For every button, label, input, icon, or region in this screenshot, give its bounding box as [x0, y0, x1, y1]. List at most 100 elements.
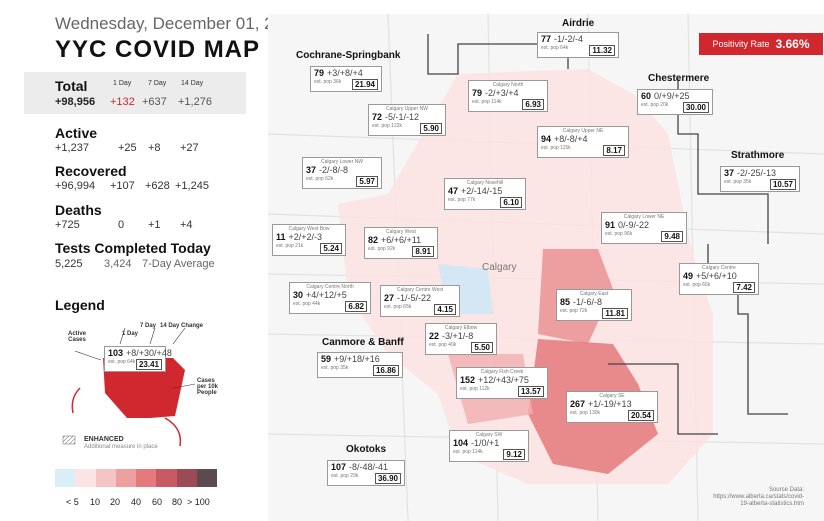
region-card-cochrane[interactable]: 79 +3/+8/+4 est. pop 36k 21.94 [310, 66, 382, 92]
region-card-calgary-nosehill[interactable]: Calgary Nosehill 47 +2/-14/-15 est. pop 7… [444, 178, 526, 210]
region-card-airdrie[interactable]: 77 -1/-2/-4 est. pop 64k 11.32 [537, 32, 619, 58]
region-delta: 0/+9/+25 [654, 91, 690, 101]
tests-label: Tests Completed Today [55, 240, 211, 256]
active-14day: +27 [180, 142, 199, 154]
cochrane-title: Cochrane-Springbank [296, 50, 401, 61]
active-7day: +8 [148, 142, 161, 154]
legend-sample-active: 103 [108, 348, 124, 358]
region-rate: 8.17 [603, 145, 625, 156]
region-rate: 11.81 [602, 308, 628, 319]
total-value: +98,956 [55, 96, 96, 108]
region-card-calgary-upper-ne[interactable]: Calgary Upper NE 94 +8/-8/+4 est. pop 115… [537, 126, 629, 158]
region-card-okotoks[interactable]: 107 -8/-48/-41 est. pop 29k 36.90 [327, 460, 405, 486]
region-card-calgary-lower-nw[interactable]: Calgary Lower NW 37 -2/-8/-8 est. pop 62k… [302, 157, 382, 189]
legend-title: Legend [55, 297, 105, 313]
scale-label: 20 [110, 497, 121, 507]
legend-14day: 14 Day Change [160, 323, 204, 329]
scale-swatch [176, 469, 197, 487]
region-delta: +4/+12/+5 [306, 290, 347, 300]
region-delta: +9/+18/+16 [334, 354, 380, 364]
region-active: 94 [541, 134, 552, 144]
okotoks-title: Okotoks [346, 444, 387, 455]
region-rate: 9.48 [661, 231, 683, 242]
region-active: 79 [472, 88, 483, 98]
canmore-title: Canmore & Banff [322, 337, 404, 348]
region-card-calgary-west[interactable]: Calgary West 82 +6/+6/+11 est. pop 92k 8.9… [364, 227, 438, 259]
region-rate: 16.86 [372, 365, 399, 376]
recovered-7day: +628 [145, 180, 170, 192]
region-active: 60 [641, 91, 652, 101]
region-delta: +2/-14/-15 [461, 186, 503, 196]
source-note: Source Data: https://www.alberta.ca/stat… [713, 487, 804, 507]
legend-sample-delta: +8/+30/+48 [126, 348, 172, 358]
legend-sample-card: 103 +8/+30/+48 est. pop 64k 23.41 [104, 346, 172, 372]
region-name: Calgary Centre North [306, 284, 354, 290]
scale-label: 60 [152, 497, 163, 507]
region-active: 49 [683, 271, 694, 281]
region-active: 107 [331, 462, 347, 472]
region-card-chestermere[interactable]: 60 0/+9/+25 est. pop 20k 30.00 [637, 89, 713, 115]
tests-avg-label: 7-Day Average [142, 258, 215, 270]
region-delta: -2/-8/-8 [319, 165, 349, 175]
region-card-calgary-north[interactable]: Calgary North 79 -2/+3/+4 est. pop 114k 6.… [468, 80, 548, 112]
deaths-14day: +4 [180, 219, 193, 231]
region-active: 152 [460, 375, 476, 385]
total-14day: +1,276 [178, 96, 212, 108]
page-title: YYC COVID MAP [55, 36, 261, 63]
col-14day: 14 Day [181, 80, 204, 87]
scale-swatch [55, 469, 76, 487]
region-card-calgary-centre[interactable]: Calgary Centre 49 +5/+6/+10 est. pop 66k 7… [679, 263, 759, 295]
region-active: 37 [724, 168, 735, 178]
region-rate: 9.12 [503, 449, 525, 460]
region-pop: est. pop 130k [570, 410, 601, 416]
region-active: 104 [453, 438, 469, 448]
region-name: Calgary North [492, 82, 524, 88]
region-name: Calgary West Bow [288, 226, 330, 232]
positivity-value: 3.66% [775, 37, 810, 51]
active-1day: +25 [118, 142, 137, 154]
region-active: 85 [560, 297, 571, 307]
region-active: 91 [605, 220, 616, 230]
legend-cases-per: Cases per 10k People [197, 378, 219, 396]
legend-sample-rate: 23.41 [135, 359, 162, 370]
date-label: Wednesday, December 01, 2021 [55, 14, 302, 33]
region-name: Calgary East [579, 291, 609, 297]
region-card-calgary-centre-west[interactable]: Calgary Centre West 27 -1/-5/-22 est. pop… [380, 285, 460, 317]
region-card-calgary-fish-creek[interactable]: Calgary Fish Creek 152 +12/+43/+75 est. p… [456, 367, 548, 399]
calgary-map-label: Calgary [482, 262, 517, 273]
col-1day: 1 Day [113, 80, 132, 87]
region-card-calgary-west-bow[interactable]: Calgary West Bow 11 +2/+2/-3 est. pop 21k… [272, 224, 346, 256]
deaths-label: Deaths [55, 202, 102, 218]
region-pop: est. pop 20k [641, 102, 669, 108]
region-name: Calgary Nosehill [466, 180, 504, 186]
region-card-canmore[interactable]: 59 +9/+18/+16 est. pop 35k 16.86 [317, 352, 403, 378]
region-rate: 6.93 [522, 99, 544, 110]
region-delta: -3/+1/-8 [442, 331, 474, 341]
recovered-value: +96,994 [55, 180, 96, 192]
region-rate: 11.32 [589, 45, 615, 56]
region-card-calgary-se[interactable]: Calgary SE 267 +1/-19/+13 est. pop 130k 20… [566, 391, 658, 423]
recovered-1day: +107 [110, 180, 135, 192]
region-active: 37 [306, 165, 317, 175]
region-card-calgary-upper-nw[interactable]: Calgary Upper NW 72 -5/-1/-12 est. pop 12… [368, 104, 446, 136]
region-delta: +2/+2/-3 [288, 232, 323, 242]
legend-active-cases: Active Cases [67, 331, 86, 343]
region-card-calgary-lower-ne[interactable]: Calgary Lower NE 91 0/-9/-22 est. pop 96k… [601, 212, 687, 244]
region-card-calgary-elbow[interactable]: Calgary Elbow 22 -3/+1/-8 est. pop 40k 5.5… [425, 323, 497, 355]
total-1day: +132 [110, 96, 135, 108]
region-name: Calgary Centre [702, 265, 736, 271]
region-card-calgary-sw[interactable]: Calgary SW 104 -1/0/+1 est. pop 114k 9.12 [449, 430, 529, 462]
region-rate: 6.82 [345, 301, 367, 312]
legend-enhanced: ENHANCED [84, 436, 124, 443]
region-name: Calgary Lower NE [623, 214, 665, 220]
color-scale [55, 469, 217, 487]
scale-swatch [156, 469, 177, 487]
region-card-strathmore[interactable]: 37 -2/-25/-13 est. pop 35k 10.57 [720, 166, 800, 192]
legend-1day: 1 Day [122, 331, 139, 337]
region-card-calgary-east[interactable]: Calgary East 85 -1/-6/-8 est. pop 72k 11.8… [556, 289, 632, 321]
region-pop: est. pop 44k [293, 301, 321, 307]
region-card-calgary-centre-north[interactable]: Calgary Centre North 30 +4/+12/+5 est. po… [289, 282, 371, 314]
region-rate: 10.57 [769, 179, 796, 190]
region-active: 267 [570, 399, 586, 409]
deaths-value: +725 [55, 219, 80, 231]
